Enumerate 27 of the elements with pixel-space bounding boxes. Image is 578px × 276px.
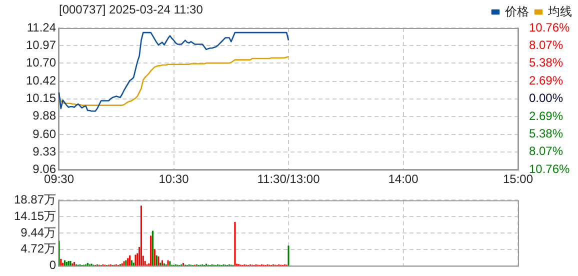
y2-tick-label: 2.69% <box>529 73 564 88</box>
y2-tick-label: 8.07% <box>529 144 564 158</box>
y2-tick-label: 2.69% <box>529 108 564 123</box>
y-tick-label: 0 <box>49 258 56 272</box>
y-tick-label: 10.15 <box>26 91 56 106</box>
x-tick-label: 10:30 <box>158 172 190 186</box>
x-tick-label: 11:30/13:00 <box>257 172 320 186</box>
x-tick-label: 14:00 <box>388 172 419 186</box>
y-tick-label: 18.87万 <box>14 192 56 207</box>
y-tick-label: 10.70 <box>26 55 56 70</box>
y-tick-label: 9.88 <box>32 108 56 123</box>
y2-tick-label: 5.38% <box>529 56 564 70</box>
y-tick-label: 9.44万 <box>20 225 56 240</box>
y-tick-label: 14.15万 <box>14 208 56 223</box>
y2-tick-label: 5.38% <box>529 126 564 141</box>
y-tick-label: 10.42 <box>26 74 56 88</box>
y2-tick-label: 8.07% <box>529 38 564 52</box>
y-tick-label: 9.33 <box>32 144 56 158</box>
legend-label: 均线 <box>547 4 572 18</box>
y2-tick-label: 0.00% <box>529 91 564 106</box>
y-tick-label: 9.60 <box>32 126 56 141</box>
y-tick-label: 4.72万 <box>20 242 56 256</box>
y-tick-label: 11.24 <box>26 20 56 34</box>
y2-tick-label: 10.76% <box>529 20 570 34</box>
y-tick-label: 10.97 <box>26 38 56 52</box>
legend-label: 价格 <box>504 4 529 18</box>
chart-title: [000737] 2025-03-24 11:30 <box>59 2 204 16</box>
